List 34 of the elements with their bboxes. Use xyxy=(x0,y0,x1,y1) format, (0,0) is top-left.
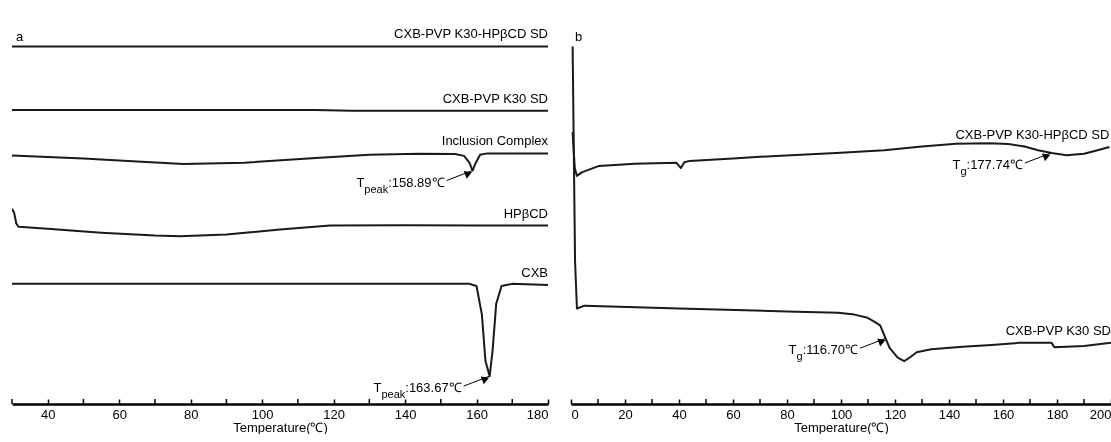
annotation: T$_{peak}$:163.67℃ xyxy=(373,380,462,401)
series-label: CXB-PVP K30-HPβCD SD xyxy=(955,126,1110,142)
x-tick-label: 180 xyxy=(1046,406,1069,422)
chart-title: b xyxy=(575,29,583,44)
x-tick-label: 120 xyxy=(323,406,345,422)
x-tick-label: 60 xyxy=(112,406,127,422)
x-tick-label: 100 xyxy=(830,406,853,422)
x-tick-label: 80 xyxy=(780,406,795,422)
series-label: HPβCD xyxy=(503,205,548,221)
x-tick-label: 180 xyxy=(526,406,549,422)
x-tick-label: 80 xyxy=(183,406,199,422)
series-label: Inclusion Complex xyxy=(441,133,549,149)
series-label: CXB xyxy=(521,264,548,280)
chart-title: a xyxy=(16,29,24,44)
x-tick-label: 160 xyxy=(992,406,1015,422)
series-label: CXB-PVP K30-HPβCD SD xyxy=(394,26,548,42)
x-axis-title: Temperature(℃) xyxy=(794,419,889,435)
x-tick-label: 40 xyxy=(672,406,687,422)
series-label: CXB-PVP K30 SD xyxy=(442,90,548,106)
series-label: CXB-PVP K30 SD xyxy=(1005,322,1111,338)
annotation: T$_{peak}$:158.89℃ xyxy=(356,174,445,195)
x-tick-label: 100 xyxy=(251,406,274,422)
x-tick-label: 200 xyxy=(1089,406,1111,422)
x-tick-label: 40 xyxy=(41,406,56,422)
x-tick-label: 140 xyxy=(394,406,417,422)
x-tick-label: 20 xyxy=(618,406,633,422)
annotation: T$_{g}$:116.70℃ xyxy=(788,342,859,363)
x-tick-label: 160 xyxy=(466,406,488,422)
x-tick-label: 120 xyxy=(884,406,907,422)
annotation: T$_{g}$:177.74℃ xyxy=(952,157,1023,178)
x-tick-label: 60 xyxy=(726,406,741,422)
x-axis-title: Temperature(℃) xyxy=(233,419,328,435)
x-tick-label: 140 xyxy=(938,406,961,422)
x-tick-label: 0 xyxy=(571,406,579,422)
